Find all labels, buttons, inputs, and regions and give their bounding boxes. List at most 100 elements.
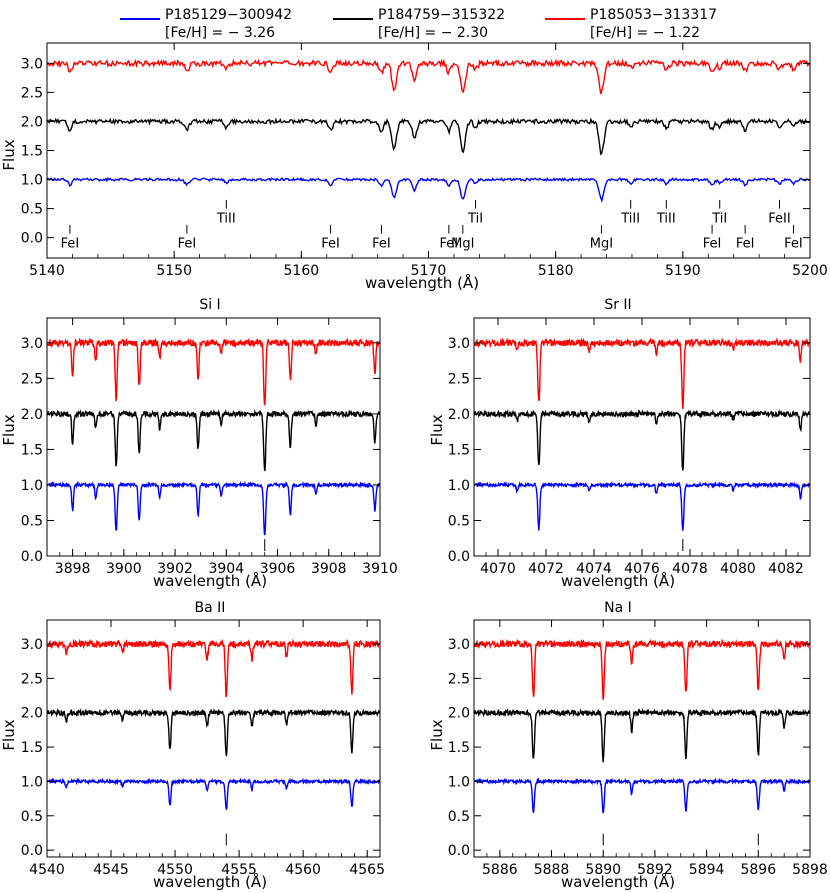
spectrum-sr-black [474, 409, 810, 471]
x-tick-label: 5894 [689, 862, 725, 878]
panel-ba: 4540 4545 4550 4555 4560 4565 0.0 0.5 1.0 1.5 2.0 2… [21, 619, 385, 878]
line-id-label: FeI [372, 237, 391, 252]
spectrum-sr-blue [474, 480, 810, 531]
y-tick-label: 0.5 [21, 513, 43, 529]
panel-title-na: Na I [604, 600, 632, 616]
x-tick-label: 5896 [740, 862, 776, 878]
y-tick-label: 3.0 [21, 336, 43, 352]
spectrum-na-black [474, 708, 810, 763]
xlabel-si: wavelength (Å) [153, 571, 267, 590]
y-tick-label: 0.5 [21, 202, 43, 218]
spectrum-ba-black [47, 708, 380, 757]
x-tick-label: 5890 [585, 862, 621, 878]
line-id-label: TiI [467, 212, 483, 227]
x-tick-label: 3902 [157, 561, 193, 577]
spectrum-main-black [47, 117, 810, 156]
y-tick-label: 1.0 [21, 478, 43, 494]
spectrum-main-blue [47, 176, 810, 204]
y-tick-label: 0.0 [448, 549, 470, 565]
line-id-label: FeI [61, 237, 80, 252]
legend: P185129−300942 [Fe/H] = − 3.26 P184759−3… [120, 7, 717, 41]
x-tick-label: 5160 [284, 263, 320, 279]
x-tick-label: 3910 [362, 561, 398, 577]
panel-si: 3898 3900 3902 3904 3906 3908 3910 0.0 0.5 1.0 1.5… [21, 317, 398, 577]
y-tick-label: 0.5 [448, 809, 470, 825]
ylabel-main: Flux [0, 139, 18, 170]
legend-name-red: P185053−313317 [590, 7, 717, 23]
axes-frame [46, 42, 811, 259]
panel-title-ba: Ba II [195, 600, 226, 616]
spectrum-si-black [47, 409, 380, 472]
spectrum-si-red [47, 337, 380, 407]
x-tick-label: 4070 [480, 561, 516, 577]
ylabel-ba: Flux [0, 719, 18, 750]
line-id-label: FeI [321, 237, 340, 252]
x-tick-label: 4072 [528, 561, 564, 577]
line-id-label: TiII [620, 212, 640, 227]
y-tick-label: 0.5 [448, 513, 470, 529]
x-tick-label: 5898 [792, 862, 828, 878]
panel-na: 5886 5888 5890 5892 5894 5896 5898 0.0 0.5 1.0 1.5… [448, 619, 828, 878]
spectrum-na-blue [474, 777, 810, 814]
x-tick-label: 3908 [311, 561, 347, 577]
y-tick-label: 2.5 [448, 371, 470, 387]
x-tick-label: 5150 [156, 263, 192, 279]
y-tick-label: 1.5 [21, 442, 43, 458]
y-tick-label: 2.5 [448, 671, 470, 687]
y-tick-label: 2.0 [448, 407, 470, 423]
y-tick-label: 0.5 [21, 809, 43, 825]
y-tick-label: 1.5 [448, 442, 470, 458]
line-id-label: FeI [178, 237, 197, 252]
legend-feh-red: [Fe/H] = − 1.22 [590, 25, 700, 41]
spectrum-ba-red [47, 638, 380, 698]
x-tick-label: 3906 [260, 561, 296, 577]
y-tick-label: 2.0 [21, 407, 43, 423]
spectrum-sr-red [474, 337, 810, 410]
y-tick-label: 0.0 [21, 549, 43, 565]
y-tick-label: 2.5 [21, 85, 43, 101]
y-tick-label: 3.0 [448, 336, 470, 352]
x-tick-label: 5888 [534, 862, 570, 878]
line-id-label: FeI [784, 237, 803, 252]
xlabel-sr: wavelength (Å) [561, 571, 675, 590]
y-tick-label: 0.0 [21, 231, 43, 247]
y-tick-label: 2.0 [21, 114, 43, 130]
line-id-label: FeI [703, 237, 722, 252]
line-id-label: FeII [768, 212, 790, 227]
xlabel-na: wavelength (Å) [561, 872, 675, 891]
x-tick-label: 4555 [221, 862, 257, 878]
ylabel-si: Flux [0, 414, 18, 445]
x-tick-label: 5180 [538, 263, 574, 279]
ylabel-na: Flux [428, 719, 446, 750]
y-tick-label: 3.0 [448, 637, 470, 653]
x-tick-label: 4078 [672, 561, 708, 577]
x-tick-label: 5886 [482, 862, 518, 878]
spectrum-na-red [474, 638, 810, 700]
x-tick-label: 5140 [29, 263, 65, 279]
line-id-label: FeI [440, 237, 459, 252]
legend-feh-black: [Fe/H] = − 2.30 [378, 25, 488, 41]
y-tick-label: 1.0 [21, 173, 43, 189]
line-id-label: TiII [216, 212, 236, 227]
panel-sr: 4070 4072 4074 4076 4078 4080 4082 0.0 0.5 1.0 1.5… [448, 317, 811, 577]
y-tick-label: 1.0 [448, 478, 470, 494]
y-tick-label: 2.0 [21, 706, 43, 722]
line-id-label: FeI [736, 237, 755, 252]
panel-title-si: Si I [199, 297, 220, 313]
xlabel-ba: wavelength (Å) [153, 872, 267, 891]
y-tick-label: 1.0 [21, 774, 43, 790]
axes-frame [46, 619, 381, 858]
y-tick-label: 2.5 [21, 671, 43, 687]
x-tick-label: 5190 [665, 263, 701, 279]
y-tick-label: 3.0 [21, 56, 43, 72]
spectrum-ba-blue [47, 777, 380, 811]
x-tick-label: 4560 [285, 862, 321, 878]
legend-feh-blue: [Fe/H] = − 3.26 [165, 25, 275, 41]
y-tick-label: 2.0 [448, 706, 470, 722]
x-tick-label: 5200 [792, 263, 828, 279]
line-id-label: MgI [590, 237, 613, 252]
x-tick-label: 3898 [55, 561, 91, 577]
x-tick-label: 4076 [624, 561, 660, 577]
